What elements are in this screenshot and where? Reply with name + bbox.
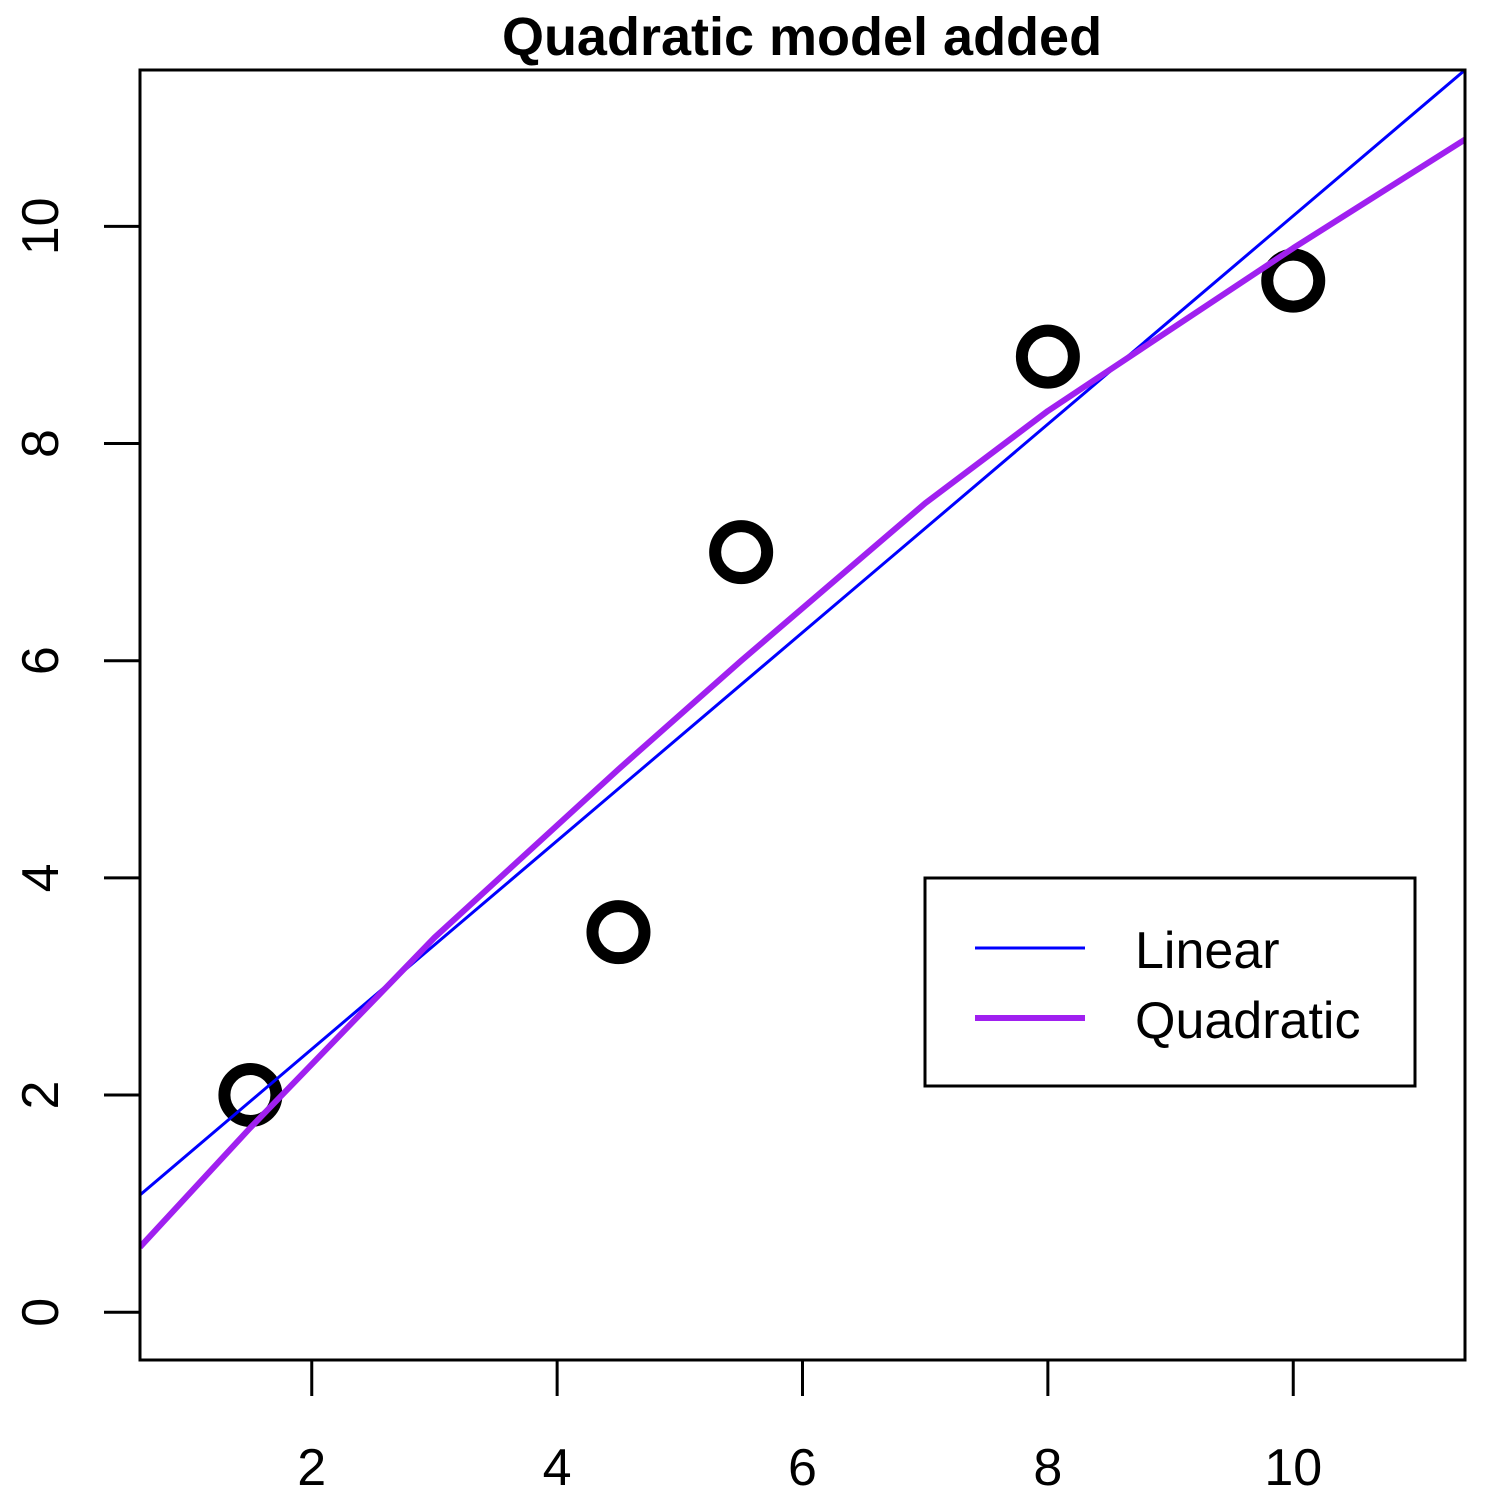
data-point: [1261, 248, 1326, 313]
y-tick-label: 8: [12, 429, 70, 458]
x-tick-label: 2: [297, 1439, 326, 1497]
legend-label-quadratic: Quadratic: [1135, 992, 1360, 1050]
data-point: [709, 520, 774, 585]
plot-layer: [140, 70, 1465, 1250]
series-line-linear: [140, 70, 1465, 1197]
data-point: [1015, 324, 1080, 389]
y-tick-label: 4: [12, 863, 70, 892]
x-tick-label: 10: [1264, 1439, 1322, 1497]
y-tick-label: 10: [12, 197, 70, 255]
data-point: [218, 1063, 283, 1128]
legend: Linear Quadratic: [923, 876, 1417, 1088]
y-tick-label: 6: [12, 646, 70, 675]
series-line-quadratic: [140, 136, 1465, 1250]
y-axis: 0 2 4 6 8 10: [12, 197, 140, 1327]
chart-title: Quadratic model added: [502, 7, 1102, 67]
x-axis: 2 4 6 8 10: [297, 1360, 1322, 1497]
legend-box: [923, 876, 1417, 1088]
x-tick-label: 4: [543, 1439, 572, 1497]
legend-label-linear: Linear: [1135, 922, 1280, 980]
y-tick-label: 0: [12, 1298, 70, 1327]
data-point: [586, 900, 651, 965]
x-tick-label: 8: [1033, 1439, 1062, 1497]
x-tick-label: 6: [788, 1439, 817, 1497]
y-tick-label: 2: [12, 1081, 70, 1110]
